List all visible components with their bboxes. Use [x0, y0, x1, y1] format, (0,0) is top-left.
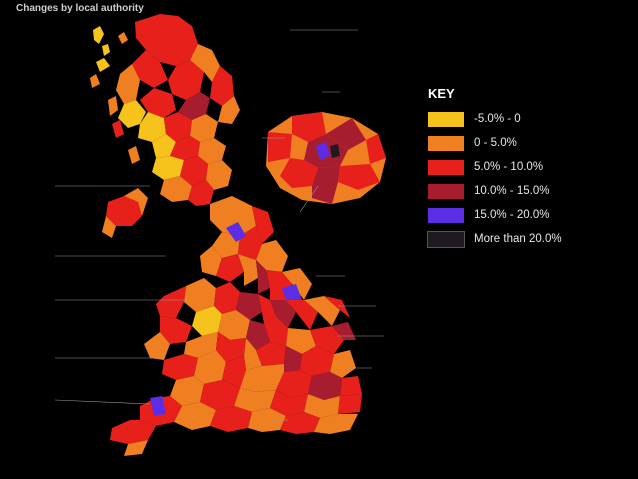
key-row: 10.0% - 15.0% [428, 179, 562, 203]
key-swatch [428, 135, 464, 151]
key-heading: KEY [428, 86, 455, 101]
key-label: 10.0% - 15.0% [474, 185, 550, 197]
key-row: 0 - 5.0% [428, 131, 562, 155]
key-row: 5.0% - 10.0% [428, 155, 562, 179]
northern-ireland-region [102, 188, 148, 238]
key-swatch [428, 159, 464, 175]
map-title: Changes by local authority [16, 3, 144, 14]
key-row: More than 20.0% [427, 227, 562, 251]
key-label: 0 - 5.0% [474, 137, 517, 149]
key-label: 15.0% - 20.0% [474, 209, 550, 221]
map-key: KEY -5.0% - 0 0 - 5.0% 5.0% - 10.0% 10.0… [427, 86, 562, 251]
key-label: -5.0% - 0 [474, 113, 521, 125]
scotland-region [108, 14, 240, 206]
london-inset-map [266, 112, 386, 204]
key-swatch [428, 207, 464, 223]
key-swatch [428, 183, 464, 199]
england-wales-region [110, 196, 362, 456]
northern-isles [90, 26, 128, 88]
callout-leader-lines [54, 29, 384, 421]
key-row: -5.0% - 0 [428, 107, 562, 131]
key-label: More than 20.0% [474, 233, 562, 245]
key-row: 15.0% - 20.0% [428, 203, 562, 227]
key-swatch [428, 111, 464, 127]
key-label: 5.0% - 10.0% [474, 161, 544, 173]
key-swatch [427, 230, 465, 248]
